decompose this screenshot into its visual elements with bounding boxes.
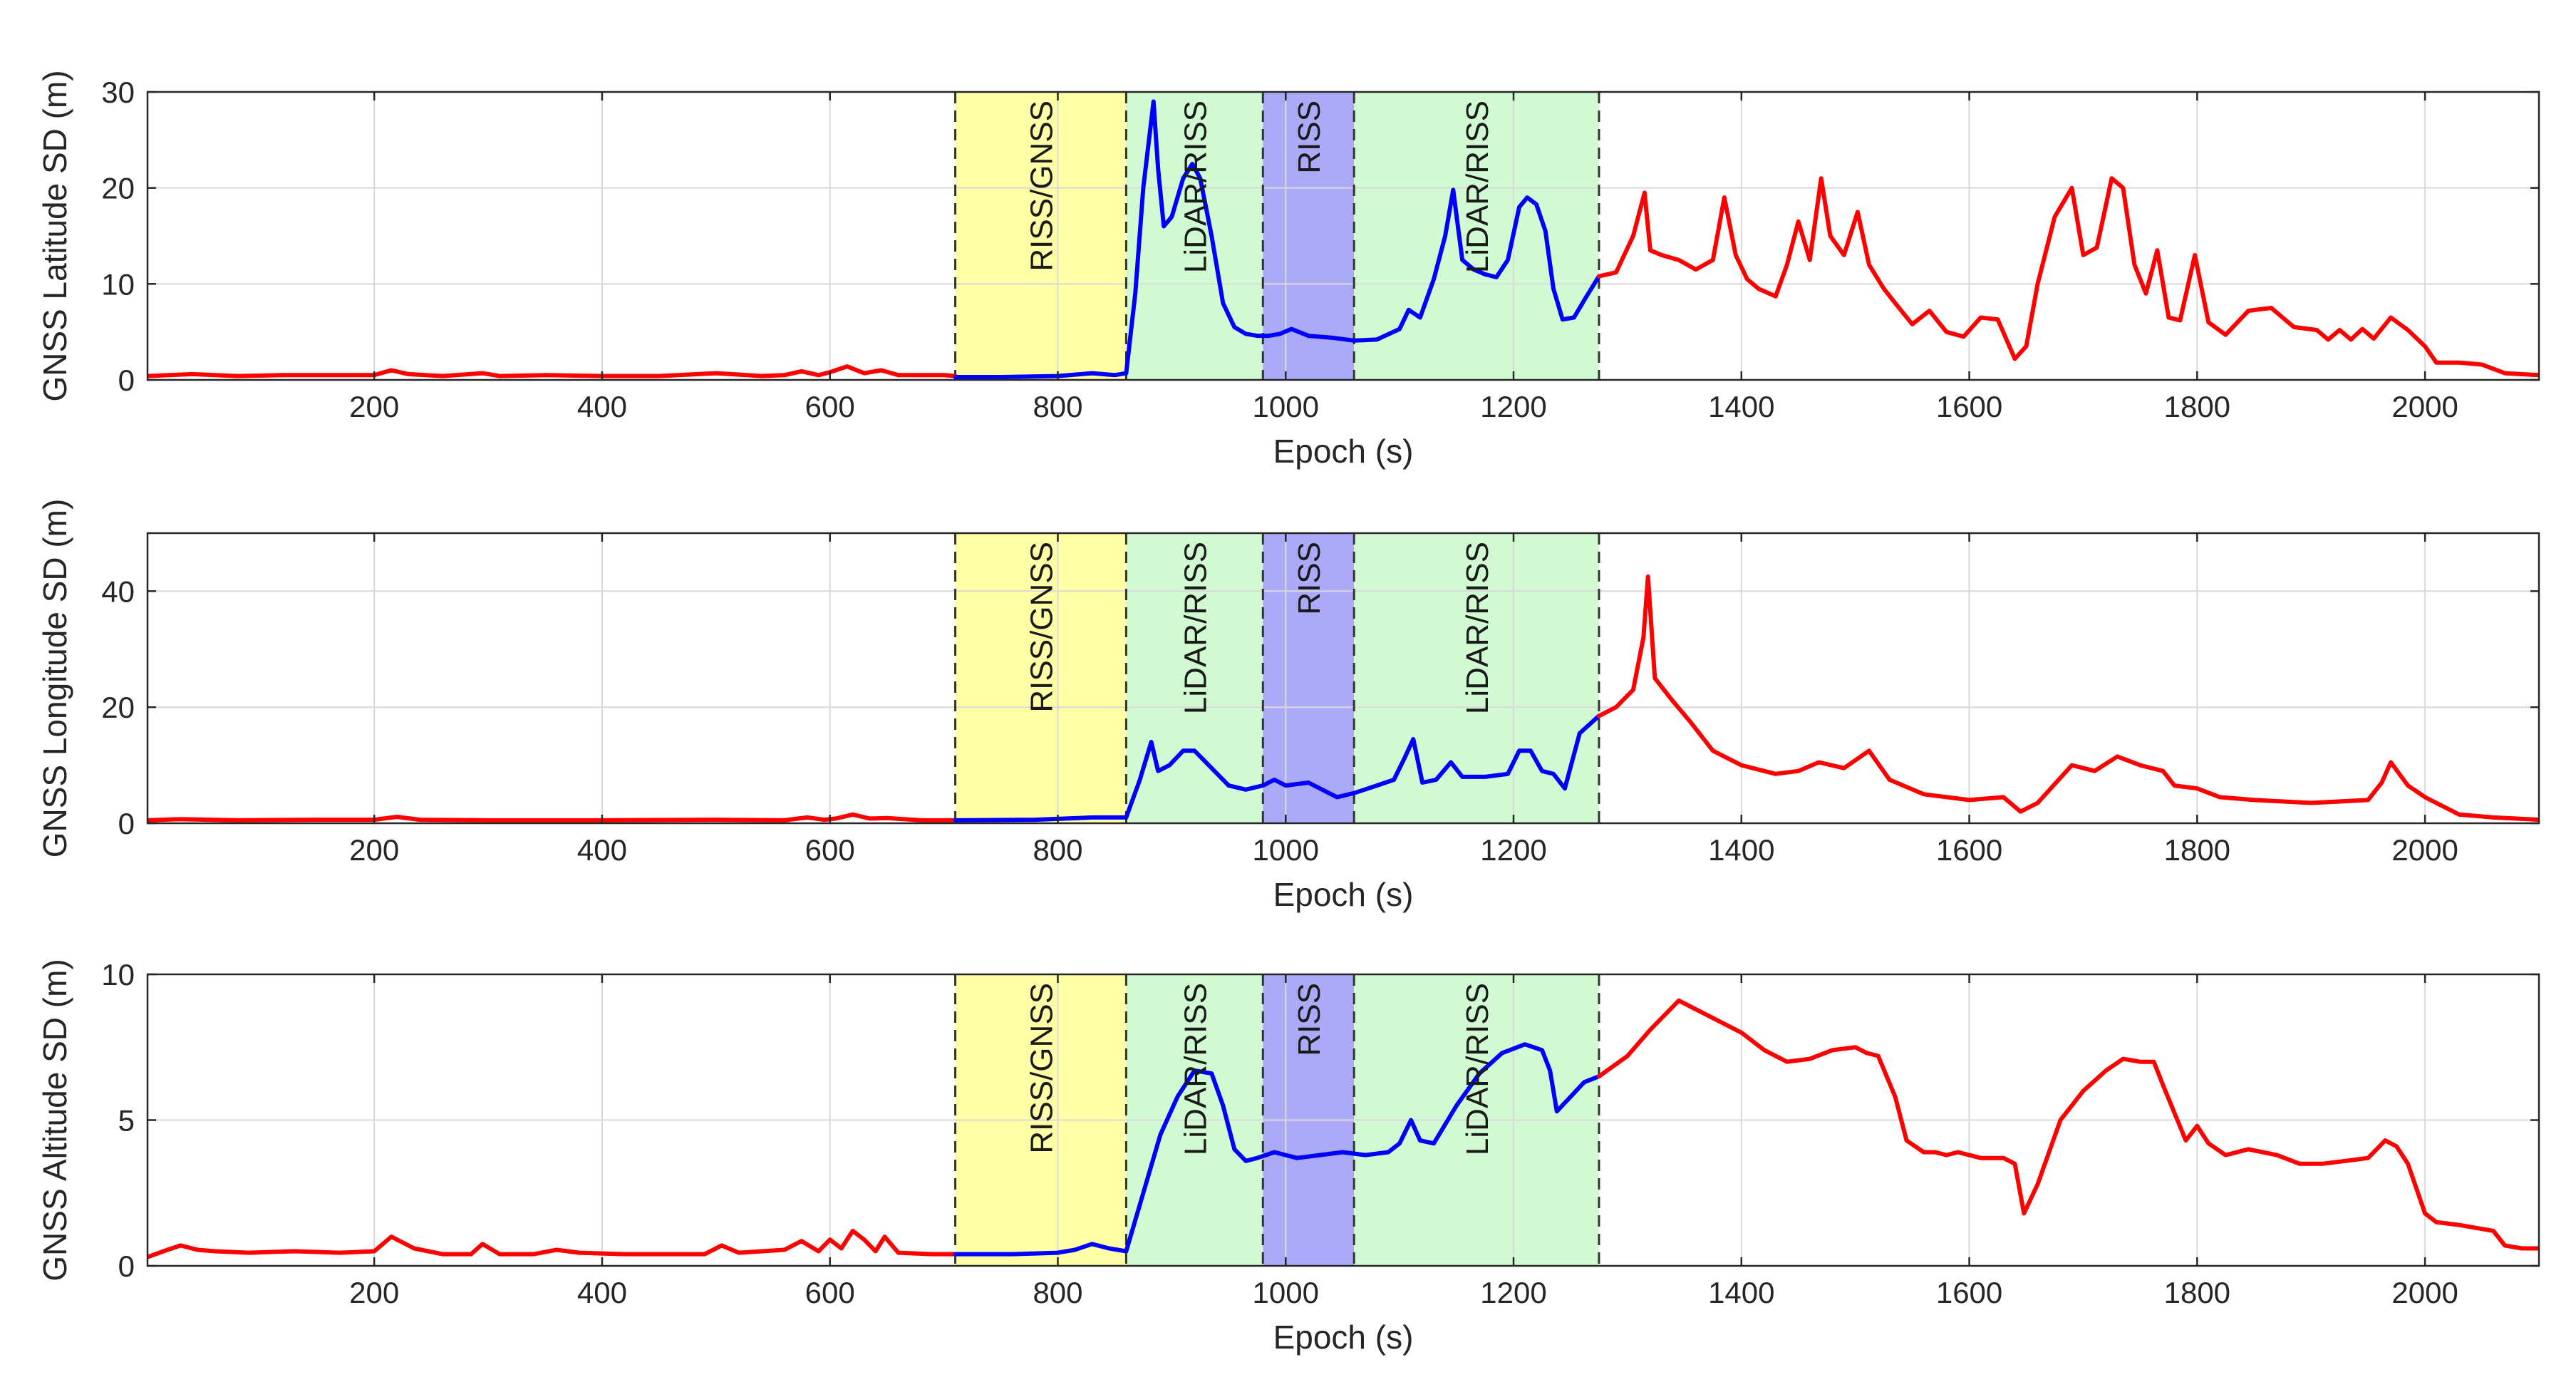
y-tick-label: 30	[101, 76, 135, 109]
series-line-after	[1596, 998, 2539, 1251]
x-tick-label: 1800	[2164, 833, 2230, 867]
x-tick-label: 400	[577, 833, 627, 867]
series-line-after	[1596, 176, 2539, 378]
series-line-outage	[953, 1042, 1601, 1257]
y-tick-label: 20	[101, 691, 135, 724]
x-tick-label: 1800	[2164, 390, 2230, 423]
y-tick-label: 20	[101, 172, 135, 205]
region-band-3	[1263, 533, 1355, 823]
axes-box	[146, 532, 2540, 825]
region-label: RISS	[1292, 542, 1327, 615]
x-tick-label: 600	[805, 833, 855, 867]
region-label: LiDAR/RISS	[1460, 100, 1495, 273]
axes-box	[146, 91, 2540, 381]
x-tick-label: 1600	[1936, 1276, 2002, 1309]
series-line-outage	[953, 99, 1601, 379]
region-label: RISS/GNSS	[1025, 983, 1060, 1154]
x-tick-label: 200	[349, 1276, 399, 1309]
region-band-1	[955, 533, 1127, 823]
x-tick-label: 600	[805, 1276, 855, 1309]
y-axis-label: GNSS Altitude SD (m)	[36, 959, 73, 1281]
region-label: LiDAR/RISS	[1460, 542, 1495, 714]
region-label: LiDAR/RISS	[1460, 983, 1495, 1155]
region-band-1	[955, 92, 1127, 380]
y-tick-label: 0	[118, 1249, 135, 1283]
region-band-3	[1263, 92, 1355, 380]
x-tick-label: 200	[349, 833, 399, 867]
x-tick-label: 800	[1033, 833, 1082, 867]
region-label: LiDAR/RISS	[1178, 983, 1213, 1155]
x-tick-label: 400	[577, 1276, 627, 1309]
x-tick-label: 1400	[1708, 833, 1774, 867]
y-axis-label: GNSS Latitude SD (m)	[36, 70, 73, 401]
x-tick-label: 1400	[1708, 390, 1774, 423]
region-label: LiDAR/RISS	[1178, 100, 1213, 273]
x-tick-label: 1000	[1253, 390, 1319, 423]
region-label: RISS	[1292, 983, 1327, 1056]
y-tick-label: 10	[101, 267, 135, 301]
x-tick-label: 1000	[1253, 833, 1319, 867]
y-axis-label: GNSS Longitude SD (m)	[36, 499, 73, 858]
y-tick-label: 40	[101, 574, 135, 608]
series-line-before	[148, 812, 958, 823]
y-tick-label: 5	[118, 1104, 135, 1138]
y-tick-label: 10	[101, 958, 135, 991]
series-line-outage	[953, 713, 1601, 823]
chart-panel-3: RISS/GNSS LiDAR/RISS RISS LiDAR/RISS 200 400 6…	[36, 958, 2540, 1356]
x-tick-label: 400	[577, 390, 627, 423]
x-axis-label: Epoch (s)	[1273, 433, 1414, 470]
x-tick-label: 2000	[2391, 1276, 2458, 1309]
region-label: RISS/GNSS	[1025, 542, 1060, 713]
x-tick-label: 1000	[1253, 1276, 1319, 1309]
x-tick-label: 600	[805, 390, 855, 423]
region-band-2	[1126, 533, 1263, 823]
x-tick-label: 2000	[2391, 833, 2458, 867]
x-tick-label: 2000	[2391, 390, 2458, 423]
x-tick-label: 1800	[2164, 1276, 2230, 1309]
series-line-before	[148, 1228, 958, 1259]
x-tick-label: 1200	[1480, 833, 1546, 867]
region-label: LiDAR/RISS	[1178, 542, 1213, 714]
x-tick-label: 1200	[1480, 390, 1546, 423]
series-line-after	[1596, 574, 2539, 823]
x-tick-label: 200	[349, 390, 399, 423]
y-tick-label: 0	[118, 364, 135, 397]
region-label: RISS/GNSS	[1025, 100, 1060, 272]
x-tick-label: 1200	[1480, 1276, 1546, 1309]
y-tick-label: 0	[118, 807, 135, 840]
x-axis-label: Epoch (s)	[1273, 1319, 1414, 1356]
x-tick-label: 1400	[1708, 1276, 1774, 1309]
region-label: RISS	[1292, 100, 1327, 174]
x-tick-label: 1600	[1936, 390, 2002, 423]
x-tick-label: 800	[1033, 390, 1082, 423]
x-axis-label: Epoch (s)	[1273, 876, 1414, 913]
x-tick-label: 1600	[1936, 833, 2002, 867]
x-tick-label: 800	[1033, 1276, 1082, 1309]
